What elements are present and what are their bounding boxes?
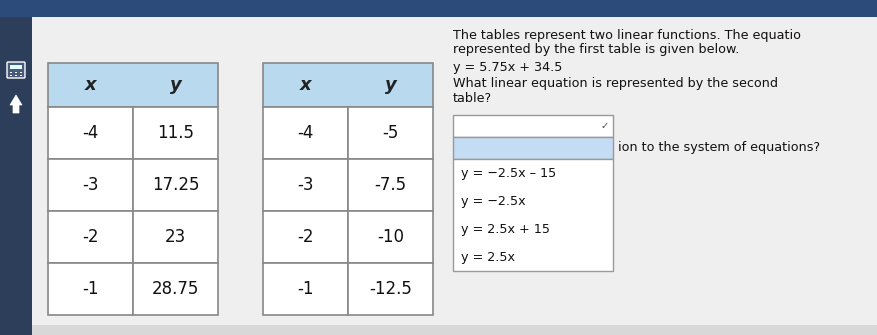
Text: ✓: ✓ (600, 121, 609, 131)
Bar (132, 211, 217, 263)
Text: 17.25: 17.25 (152, 176, 199, 194)
Text: 23: 23 (165, 228, 186, 246)
Bar (132, 107, 217, 159)
Text: -2: -2 (82, 228, 98, 246)
Text: y = −2.5x: y = −2.5x (460, 195, 525, 207)
Text: -1: -1 (82, 280, 98, 298)
Bar (263, 159, 347, 211)
Text: -12.5: -12.5 (368, 280, 411, 298)
Text: 28.75: 28.75 (152, 280, 199, 298)
Bar (0, 17, 32, 335)
Text: x: x (299, 76, 311, 94)
Bar (48, 159, 132, 211)
Text: y = 5.75x + 34.5: y = 5.75x + 34.5 (453, 61, 562, 73)
Bar (48, 211, 132, 263)
Bar (347, 107, 432, 159)
Bar (347, 211, 432, 263)
Text: -1: -1 (297, 280, 313, 298)
Bar (20, 71, 22, 73)
Text: y = 2.5x: y = 2.5x (460, 251, 515, 264)
Bar (263, 63, 432, 107)
Text: -3: -3 (82, 176, 98, 194)
Text: y: y (384, 76, 396, 94)
Text: y: y (169, 76, 182, 94)
Bar (263, 211, 347, 263)
Bar (453, 137, 612, 159)
Bar (263, 263, 347, 315)
Bar (347, 159, 432, 211)
Bar (15, 74, 17, 76)
Bar (10, 71, 12, 73)
Text: ion to the system of equations?: ion to the system of equations? (617, 141, 819, 154)
Bar (347, 263, 432, 315)
Bar (48, 107, 132, 159)
FancyBboxPatch shape (7, 62, 25, 78)
Bar (132, 159, 217, 211)
Text: y = 2.5x + 15: y = 2.5x + 15 (460, 222, 549, 236)
Bar (48, 63, 217, 107)
Text: represented by the first table is given below.: represented by the first table is given … (453, 44, 738, 57)
Bar (48, 263, 132, 315)
Text: The tables represent two linear functions. The equatio: The tables represent two linear function… (453, 28, 800, 42)
Bar (10, 74, 12, 76)
Bar (20, 74, 22, 76)
Bar (263, 107, 347, 159)
Text: -3: -3 (297, 176, 313, 194)
Bar (453, 159, 612, 271)
Bar (15, 71, 17, 73)
Text: 11.5: 11.5 (157, 124, 194, 142)
Text: -5: -5 (381, 124, 398, 142)
Text: -2: -2 (297, 228, 313, 246)
Bar (132, 263, 217, 315)
Bar (453, 115, 612, 137)
Polygon shape (10, 95, 22, 113)
Bar (10, 65, 22, 69)
Text: What linear equation is represented by the second: What linear equation is represented by t… (453, 76, 777, 89)
Text: -4: -4 (82, 124, 98, 142)
Text: x: x (84, 76, 96, 94)
Bar (0, 0, 877, 17)
Text: -7.5: -7.5 (374, 176, 406, 194)
Text: -10: -10 (376, 228, 403, 246)
Text: y = −2.5x – 15: y = −2.5x – 15 (460, 166, 556, 180)
Text: -4: -4 (297, 124, 313, 142)
Text: table?: table? (453, 91, 492, 105)
